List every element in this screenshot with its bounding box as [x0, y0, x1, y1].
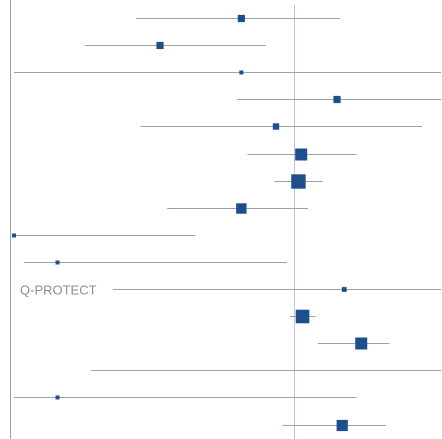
point-estimate: [156, 41, 164, 50]
point-estimate: [55, 395, 60, 400]
point-estimate: [272, 123, 280, 130]
point-estimate: [55, 260, 60, 265]
point-estimate: [237, 14, 245, 23]
point-estimate: [295, 148, 308, 161]
point-estimate: [355, 337, 368, 350]
point-estimate: [291, 174, 306, 189]
point-estimate: [295, 309, 310, 324]
point-estimate: [236, 203, 247, 214]
point-estimate: [333, 95, 341, 104]
point-estimate: [239, 70, 244, 75]
study-label: Q-PROTECT: [20, 283, 97, 298]
point-estimate: [336, 419, 348, 432]
point-estimate: [341, 287, 347, 292]
point-estimate: [12, 233, 16, 238]
